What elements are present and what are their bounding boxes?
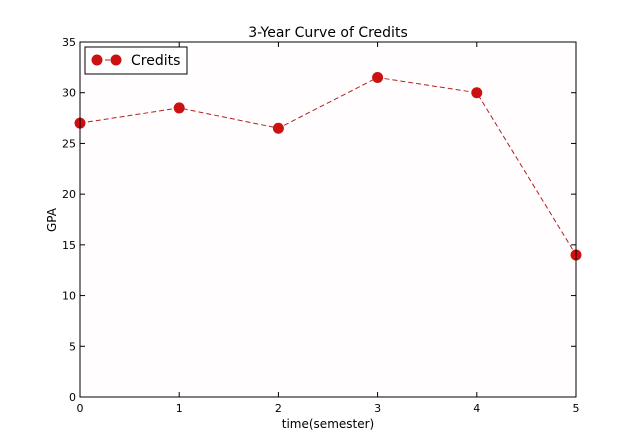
series-line-credits bbox=[79, 76, 577, 256]
x-tick-label: 2 bbox=[275, 402, 282, 415]
legend-label: Credits bbox=[131, 53, 180, 69]
x-tick-label: 0 bbox=[77, 402, 84, 415]
data-point bbox=[372, 72, 384, 83]
y-tick-label: 15 bbox=[62, 239, 76, 252]
y-tick-label: 35 bbox=[62, 36, 76, 49]
data-point bbox=[471, 87, 483, 99]
data-point bbox=[272, 122, 284, 134]
legend: Credits bbox=[84, 46, 188, 75]
plot-frame bbox=[79, 41, 577, 398]
plot-background bbox=[80, 42, 576, 397]
y-tick-label: 30 bbox=[62, 87, 76, 100]
y-tick-label: 25 bbox=[62, 137, 76, 150]
chart-title: 3-Year Curve of Credits bbox=[248, 25, 407, 41]
x-axis-label: time(semester) bbox=[282, 417, 374, 431]
legend-marker-right bbox=[110, 54, 122, 66]
y-axis-label: GPA bbox=[45, 207, 59, 232]
x-tick-label: 4 bbox=[473, 402, 480, 415]
legend-marker-left bbox=[91, 54, 103, 66]
x-tick-label: 3 bbox=[374, 402, 381, 415]
x-tick-label: 1 bbox=[176, 402, 183, 415]
data-point bbox=[173, 102, 185, 114]
y-tick-label: 0 bbox=[69, 391, 76, 404]
x-tick-label: 5 bbox=[573, 402, 580, 415]
y-tick-label: 10 bbox=[62, 290, 76, 303]
y-tick-label: 20 bbox=[62, 188, 76, 201]
y-tick-label: 5 bbox=[69, 340, 76, 353]
series-group bbox=[74, 72, 582, 261]
